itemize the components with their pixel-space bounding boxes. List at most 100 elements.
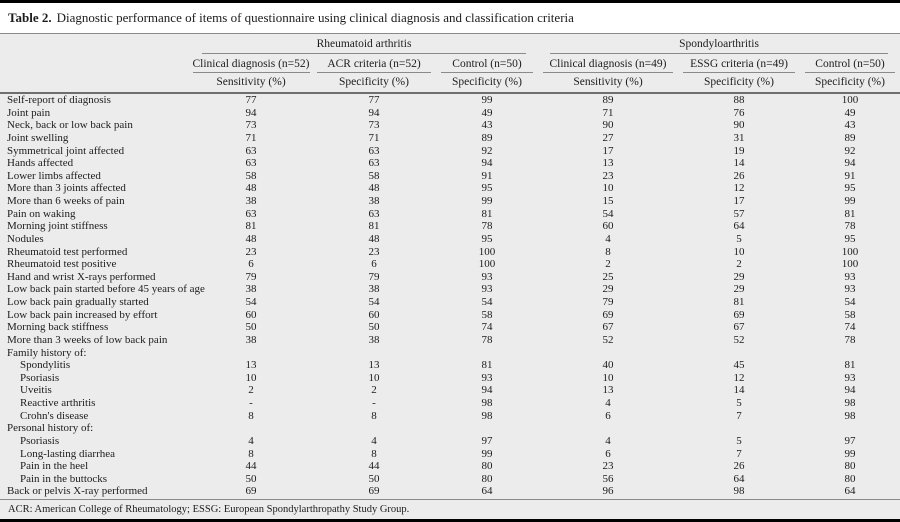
row-value: 38 bbox=[245, 333, 257, 346]
row-value: 78 bbox=[481, 333, 493, 346]
column-header-spa-clinical: Clinical diagnosis (n=49) bbox=[538, 54, 678, 73]
row-label: Back or pelvis X-ray performed bbox=[7, 485, 148, 498]
column-header-ra-clinical: Clinical diagnosis (n=52) bbox=[190, 54, 312, 73]
row-value: 6 bbox=[248, 258, 254, 271]
row-label: Rheumatoid test positive bbox=[7, 258, 117, 271]
row-label: Morning joint stiffness bbox=[7, 220, 108, 233]
row-value: 6 bbox=[371, 258, 377, 271]
row-label: Low back pain gradually started bbox=[7, 296, 149, 308]
row-label: Personal history of: bbox=[7, 422, 94, 435]
row-value: 54 bbox=[844, 296, 856, 308]
row-value: 67 bbox=[733, 321, 745, 334]
stub-header-cell bbox=[0, 54, 190, 73]
row-value: 78 bbox=[844, 220, 856, 233]
row-value: 81 bbox=[844, 359, 856, 372]
row-value: 81 bbox=[245, 220, 257, 233]
row-value: 64 bbox=[733, 472, 745, 485]
row-value: 6 bbox=[605, 447, 611, 460]
row-value: 14 bbox=[733, 384, 745, 397]
row-value: 73 bbox=[368, 119, 380, 132]
stub-header-cell bbox=[0, 34, 190, 54]
table-row: Family history of: bbox=[0, 347, 900, 360]
row-value: 2 bbox=[605, 258, 611, 271]
row-value: 50 bbox=[245, 472, 257, 485]
row-value: 69 bbox=[733, 308, 745, 321]
row-value: 57 bbox=[733, 207, 745, 220]
table-row: Hand and wrist X-rays performed 79 79 93 25 2… bbox=[0, 271, 900, 284]
row-value: 29 bbox=[602, 283, 614, 296]
table-row: More than 6 weeks of pain 38 38 99 15 17 99 bbox=[0, 195, 900, 208]
row-value: 43 bbox=[481, 119, 493, 132]
row-value: 63 bbox=[368, 144, 380, 157]
row-value bbox=[800, 347, 900, 360]
row-value: 14 bbox=[733, 157, 745, 170]
row-label: Reactive arthritis bbox=[20, 397, 96, 409]
group-header-spondyloarthritis: Spondyloarthritis bbox=[538, 34, 900, 54]
row-value: 8 bbox=[371, 409, 377, 422]
row-value: 88 bbox=[733, 94, 745, 106]
table-number-label: Table 2. bbox=[8, 10, 52, 25]
row-value: 95 bbox=[844, 232, 856, 245]
row-value: 49 bbox=[844, 106, 856, 119]
row-value: 64 bbox=[733, 220, 745, 233]
row-label: Joint swelling bbox=[7, 131, 69, 144]
row-value: 54 bbox=[368, 296, 380, 308]
row-value: 100 bbox=[841, 94, 859, 106]
row-value: 93 bbox=[481, 371, 493, 384]
row-value: 95 bbox=[481, 182, 493, 195]
row-value: 58 bbox=[245, 169, 257, 182]
row-label: Rheumatoid test performed bbox=[7, 245, 128, 258]
row-value: 52 bbox=[733, 333, 745, 346]
table-row: Joint swelling 71 71 89 27 31 89 bbox=[0, 132, 900, 145]
row-label: Pain in the buttocks bbox=[20, 472, 108, 485]
row-value: 56 bbox=[602, 472, 614, 485]
row-value: 76 bbox=[733, 106, 745, 119]
table-row: Morning joint stiffness 81 81 78 60 64 78 bbox=[0, 220, 900, 233]
row-value: 60 bbox=[602, 220, 614, 233]
row-value: 81 bbox=[733, 296, 745, 308]
row-value: 80 bbox=[481, 460, 493, 473]
row-value: 60 bbox=[245, 308, 257, 321]
row-label: Lower limbs affected bbox=[7, 169, 101, 182]
row-value: 71 bbox=[368, 131, 380, 144]
table-row: Psoriasis 10 10 93 10 12 93 bbox=[0, 372, 900, 385]
row-value: 58 bbox=[368, 169, 380, 182]
row-value: 17 bbox=[733, 195, 745, 207]
table-caption: Table 2. Diagnostic performance of items… bbox=[0, 3, 900, 33]
row-label: Crohn's disease bbox=[20, 409, 89, 422]
row-value bbox=[800, 422, 900, 435]
row-value: 100 bbox=[478, 245, 496, 258]
column-header-ra-acr: ACR criteria (n=52) bbox=[312, 54, 436, 73]
row-value: 98 bbox=[481, 397, 493, 409]
table-row: Pain on waking 63 63 81 54 57 81 bbox=[0, 208, 900, 221]
row-value: 94 bbox=[481, 384, 493, 397]
row-label: Low back pain increased by effort bbox=[7, 308, 158, 321]
row-value: 81 bbox=[368, 220, 380, 233]
row-value: 100 bbox=[841, 258, 859, 271]
row-value: 98 bbox=[481, 409, 493, 422]
row-value: 6 bbox=[605, 409, 611, 422]
row-label: Morning back stiffness bbox=[7, 321, 109, 334]
column-header-label: Control (n=50) bbox=[441, 56, 533, 73]
row-value: 50 bbox=[368, 321, 380, 334]
row-value: 94 bbox=[368, 106, 380, 119]
column-header-spa-control: Control (n=50) bbox=[800, 54, 900, 73]
row-label: Psoriasis bbox=[20, 434, 60, 447]
table-row: Joint pain 94 94 49 71 76 49 bbox=[0, 107, 900, 120]
row-value: 44 bbox=[245, 460, 257, 473]
column-header-label: Clinical diagnosis (n=49) bbox=[543, 56, 673, 73]
table-title-text: Diagnostic performance of items of quest… bbox=[56, 10, 574, 25]
row-value: 67 bbox=[602, 321, 614, 334]
row-value: 38 bbox=[368, 195, 380, 207]
table-row: More than 3 weeks of low back pain 38 38 78… bbox=[0, 334, 900, 347]
row-value: 77 bbox=[245, 94, 257, 106]
table-row: Psoriasis 4 4 97 4 5 97 bbox=[0, 435, 900, 448]
row-value: 93 bbox=[844, 283, 856, 296]
row-value: 2 bbox=[736, 258, 742, 271]
row-value: 12 bbox=[733, 371, 745, 384]
row-value: 74 bbox=[844, 321, 856, 334]
measure-header: Specificity (%) bbox=[704, 76, 774, 88]
row-value: 91 bbox=[481, 169, 493, 182]
row-value: 100 bbox=[478, 258, 496, 271]
row-value: 63 bbox=[368, 157, 380, 170]
